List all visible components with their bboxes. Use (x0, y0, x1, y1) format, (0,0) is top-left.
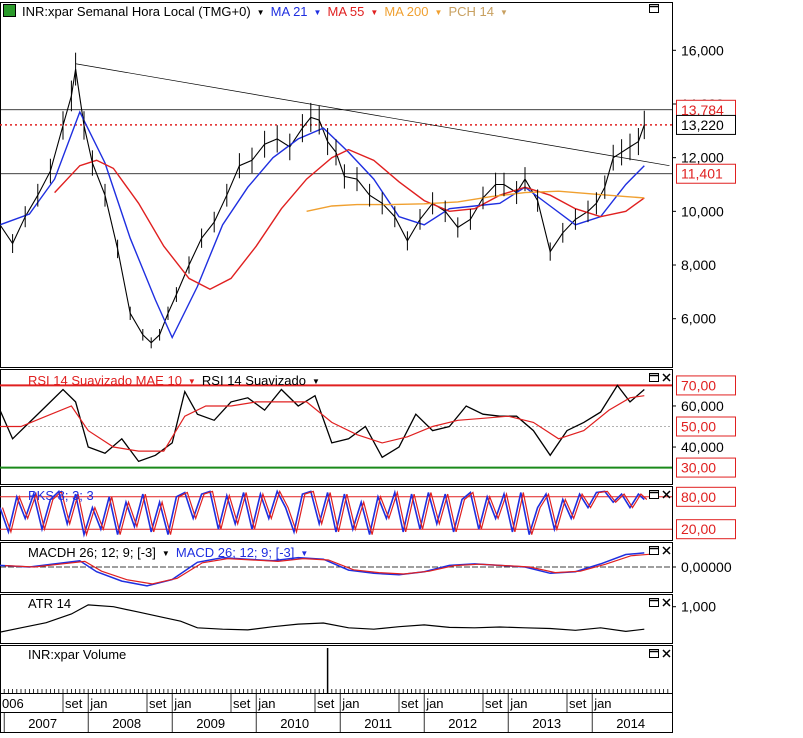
month-label-7: set (317, 696, 335, 711)
month-label-8: jan (341, 696, 359, 711)
instrument-logo-icon (3, 4, 16, 17)
rsi-mae-line (0, 395, 645, 452)
volume-panel-close-icon[interactable] (662, 649, 671, 658)
price-boxed-label-1: 13,220 (681, 117, 724, 133)
stoch-legend: PKS 8; 3; 3 (28, 488, 94, 503)
macd-tick-label: 0,00000 (681, 559, 732, 575)
price-tick-label-4: 8,000 (681, 257, 716, 273)
month-label-3: set (149, 696, 167, 711)
stoch-tick-label-1: 20,00 (681, 521, 716, 537)
macd-panel-maximize-icon[interactable] (649, 546, 659, 555)
year-label-1: 2008 (112, 716, 141, 731)
price-series-2 (54, 148, 645, 290)
rsi-panel-close-icon[interactable] (662, 373, 671, 382)
atr-panel (0, 594, 673, 644)
price-legend-dropdown-icon-2[interactable]: ▼ (370, 8, 378, 17)
price-legend-dropdown-icon-3[interactable]: ▼ (434, 8, 442, 17)
price-series-1 (0, 110, 645, 340)
price-panel-maximize-icon[interactable] (649, 4, 659, 13)
rsi-line (0, 384, 645, 463)
macd-legend-1: MACD 26; 12; 9; [-3] (176, 545, 295, 560)
month-label-5: set (233, 696, 251, 711)
price-tick-label-2: 12,000 (681, 150, 724, 166)
rsi-tick-label-2: 50,00 (681, 419, 716, 435)
volume-legend: INR:xpar Volume (28, 647, 126, 662)
rsi-tick-label-2-box (676, 416, 736, 437)
price-boxed-label-2-box (676, 163, 736, 184)
atr-legend: ATR 14 (28, 596, 71, 611)
rsi-legend-dropdown-icon-0[interactable]: ▼ (188, 377, 196, 386)
month-label-2: jan (89, 696, 107, 711)
price-tick-label-5: 6,000 (681, 311, 716, 327)
month-label-1: set (65, 696, 83, 711)
year-label-5: 2012 (448, 716, 477, 731)
price-series-3 (306, 190, 645, 212)
price-trendline (75, 63, 670, 167)
price-legend-4: PCH 14 (448, 4, 494, 19)
month-label-4: jan (173, 696, 191, 711)
macd-panel-close-icon[interactable] (662, 546, 671, 555)
month-label-10: jan (425, 696, 443, 711)
rsi-legend-dropdown-icon-1[interactable]: ▼ (312, 377, 320, 386)
year-label-6: 2013 (532, 716, 561, 731)
stoch-tick-label-0-box (676, 486, 736, 507)
rsi-legend-0: RSI 14 Suavizado MAE 10 (28, 373, 182, 388)
rsi-tick-label-3: 40,000 (681, 439, 724, 455)
price-tick-label-0: 16,000 (681, 42, 724, 58)
price-boxed-label-0: 13,784 (681, 102, 724, 118)
rsi-tick-label-0-box (676, 375, 736, 396)
month-label-13: set (569, 696, 587, 711)
rsi-tick-label-1: 60,000 (681, 398, 724, 414)
month-label-14: jan (593, 696, 611, 711)
price-boxed-label-1-box (676, 114, 736, 135)
rsi-panel-maximize-icon[interactable] (649, 373, 659, 382)
atr-line (0, 604, 645, 633)
volume-panel-maximize-icon[interactable] (649, 649, 659, 658)
price-tick-label-3: 10,000 (681, 203, 724, 219)
month-label-6: jan (257, 696, 275, 711)
stoch-k-line (0, 489, 645, 538)
stoch-tick-label-0: 80,00 (681, 489, 716, 505)
year-label-0: 2007 (28, 716, 57, 731)
stoch-panel-close-icon[interactable] (662, 490, 671, 499)
year-label-4: 2011 (364, 716, 392, 731)
macd-legend-dropdown-icon-1[interactable]: ▼ (300, 549, 308, 558)
macd-signal-line (4, 553, 650, 585)
atr-panel-maximize-icon[interactable] (649, 598, 659, 607)
stoch-d-line (1, 489, 648, 537)
rsi-tick-label-4-box (676, 457, 736, 478)
macd-legend-0: MACDH 26; 12; 9; [-3] (28, 545, 156, 560)
price-legend-0: INR:xpar Semanal Hora Local (TMG+0) (22, 4, 251, 19)
price-legend-dropdown-icon-1[interactable]: ▼ (314, 8, 322, 17)
macd-legend-dropdown-icon-0[interactable]: ▼ (162, 549, 170, 558)
atr-panel-close-icon[interactable] (662, 598, 671, 607)
rsi-legend-1: RSI 14 Suavizado (202, 373, 306, 388)
price-legend-dropdown-icon-4[interactable]: ▼ (500, 8, 508, 17)
stoch-tick-label-1-box (676, 519, 736, 540)
month-label-12: jan (509, 696, 527, 711)
price-legend-3: MA 200 (384, 4, 428, 19)
volume-panel (0, 645, 673, 694)
month-label-11: set (485, 696, 503, 711)
price-series-0 (0, 69, 645, 344)
stoch-panel-maximize-icon[interactable] (649, 490, 659, 499)
price-legend-2: MA 55 (328, 4, 365, 19)
atr-tick-label: 1,000 (681, 599, 716, 615)
year-label-3: 2010 (280, 716, 309, 731)
month-label-0: 006 (2, 696, 24, 711)
year-label-2: 2009 (196, 716, 225, 731)
price-boxed-label-2: 11,401 (681, 166, 723, 182)
rsi-tick-label-4: 30,00 (681, 460, 716, 476)
month-label-9: set (401, 696, 419, 711)
price-legend-1: MA 21 (271, 4, 308, 19)
year-label-7: 2014 (616, 716, 645, 731)
price-legend-dropdown-icon-0[interactable]: ▼ (257, 8, 265, 17)
rsi-tick-label-0: 70,00 (681, 377, 716, 393)
